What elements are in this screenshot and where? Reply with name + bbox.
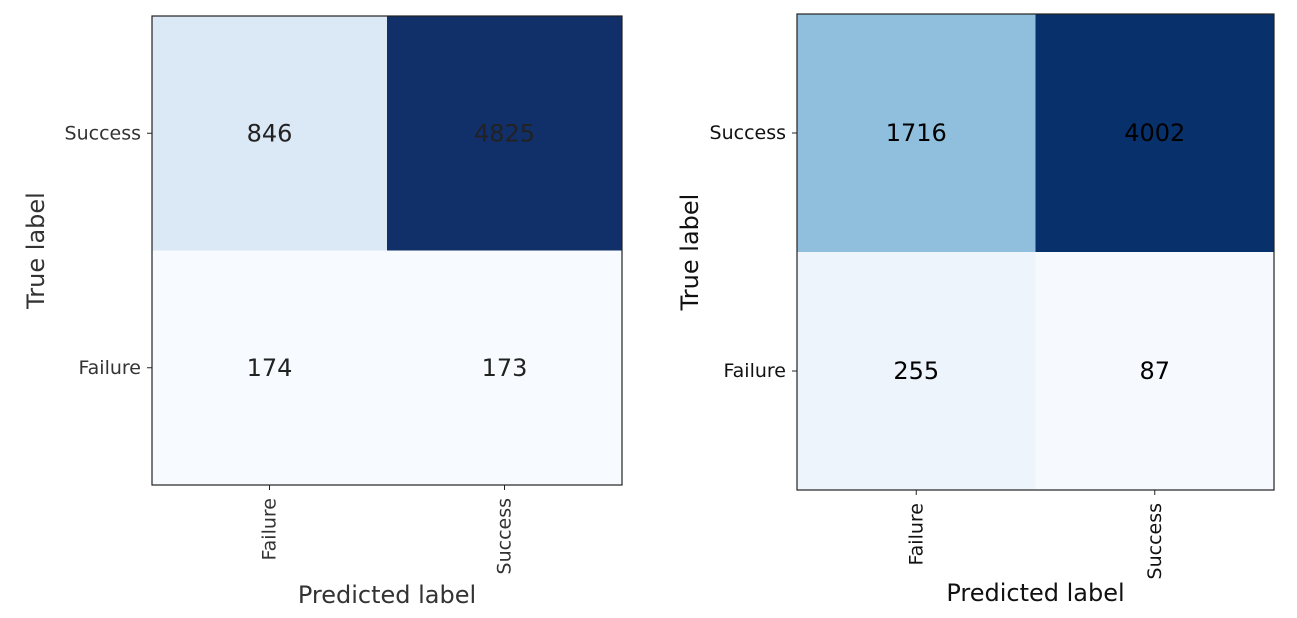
y-axis-label: True label [676,194,704,312]
x-tick-label: Failure [259,498,281,561]
heatmap-cell [387,16,623,251]
confusion-matrix-1: 846 4825 174 173 Success Failure Failure Succes… [22,15,623,609]
cell-value-label: 4002 [1124,119,1185,147]
cell-value-label: 1716 [886,119,947,147]
cell-value-label: 174 [247,354,293,382]
heatmap-cell [797,14,1036,253]
heatmap-cell [1035,252,1275,491]
x-tick-label: Failure [905,503,927,566]
heatmap-cell [1035,14,1275,253]
y-tick-label: Failure [723,360,786,382]
cell-value-label: 846 [247,119,293,147]
plot-frame [796,13,1275,491]
y-tick-label: Success [710,122,786,144]
x-axis-label: Predicted label [946,579,1124,607]
cell-value-label: 255 [893,357,939,385]
x-tick-label: Success [494,498,516,574]
cell-value-label: 173 [482,354,528,382]
confusion-matrix-2: 1716 4002 255 87 Success Failure Failure Succes… [676,13,1275,607]
heatmap-cell [152,16,388,251]
x-tick-label: Success [1144,503,1166,579]
y-tick-label: Success [65,122,141,144]
heatmap-cell [387,250,623,486]
cell-value-label: 4825 [474,119,535,147]
x-axis-label: Predicted label [298,581,476,609]
heatmap-cell [797,252,1036,491]
y-axis-label: True label [22,192,50,310]
plot-frame [151,15,623,486]
heatmap-cell [152,250,388,486]
y-tick-label: Failure [78,357,141,379]
cell-value-label: 87 [1139,357,1170,385]
